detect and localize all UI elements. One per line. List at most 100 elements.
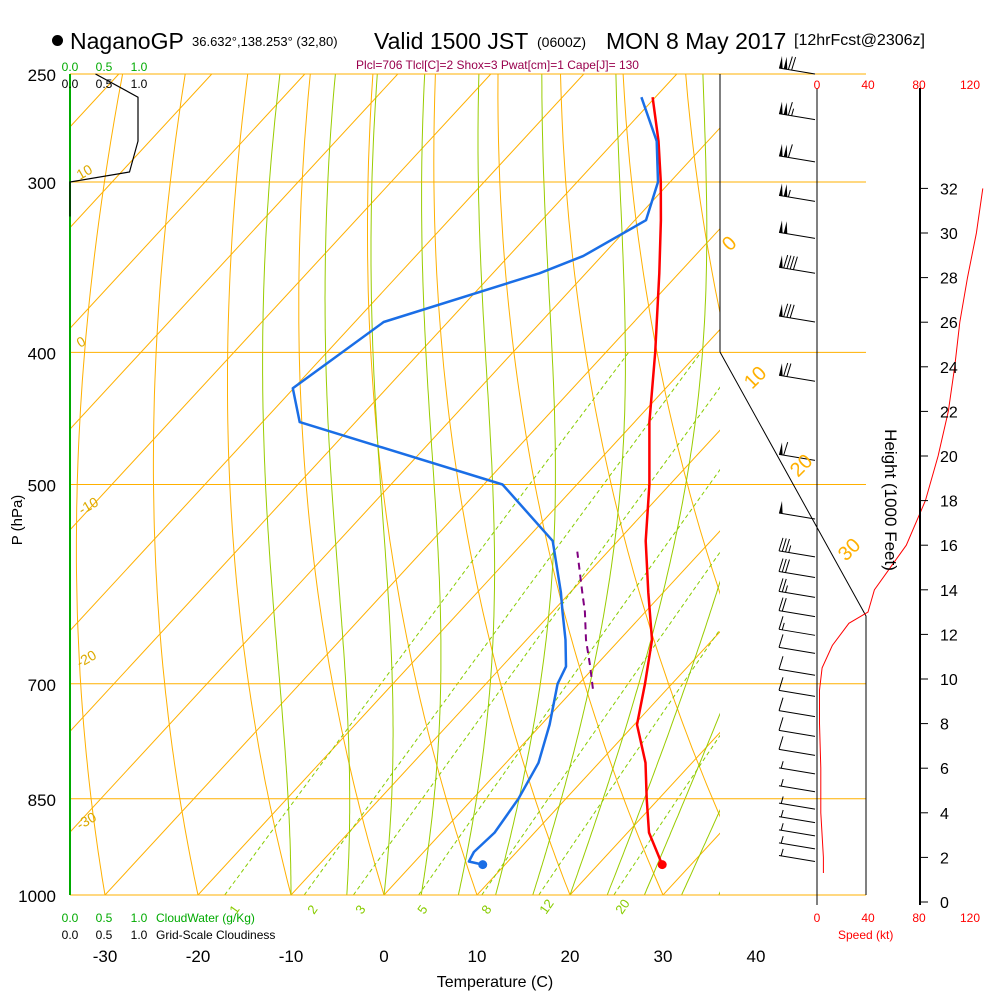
isotherm-line [0,74,26,895]
sounding-indices: Plcl=706 Tlcl[C]=2 Shox=3 Pwat[cm]=1 Cap… [356,58,639,72]
height-tick-label: 26 [940,315,958,332]
dewpoint-line [291,96,660,866]
chart-header: NaganoGP 36.632°,138.253° (32,80) Valid … [0,0,1000,60]
valid-time: Valid 1500 JST [374,28,529,54]
speed-scale-label: 120 [960,78,980,92]
wind-barb [778,677,816,697]
moist-adiabat-line [681,808,720,895]
y-tick-label: 850 [28,791,56,810]
station-coords: 36.632°,138.253° (32,80) [192,34,338,49]
height-tick-label: 30 [940,226,958,243]
isotherm-line [383,530,720,895]
mixing-ratio-label: 2 [304,902,320,917]
speed-scale-label: 0 [814,911,821,925]
mixing-ratio-line [613,734,720,895]
wind-barb [778,634,816,654]
mixing-ratio-line [352,386,720,895]
cloudiness-scale-label: 1.0 [131,928,148,942]
y-tick-label: 1000 [18,887,56,906]
x-axis-label: Temperature (C) [437,974,553,991]
moist-adiabat-line [569,74,708,895]
surface-dewpoint-point [478,860,488,870]
dry-adiabat-line [622,74,720,595]
speed-scale-label: 80 [912,911,926,925]
wind-barb [778,254,816,274]
mixing-ratio-label: 5 [414,902,430,917]
height-axis-label: Height (1000 Feet) [881,429,900,571]
mixing-ratio-line [481,551,720,895]
height-tick-label: 8 [940,717,949,734]
height-tick-label: 4 [940,806,949,823]
wind-barb [778,101,816,121]
isotherm-label: 10 [740,362,771,393]
station-dot-icon [52,35,63,46]
temperature-line [635,97,664,866]
mixing-ratio-label: 3 [352,902,368,917]
wind-barb [778,56,816,75]
cloudiness-scale-label: 0.5 [96,77,113,91]
cloudiness-line [69,73,139,217]
moist-adiabat-line [420,74,442,895]
mixing-ratio-line [303,352,702,895]
mixing-ratio-line [538,628,720,895]
y-tick-label: 300 [28,174,56,193]
forecast-info: [12hrFcst@2306z] [794,32,925,49]
y-tick-label: 500 [28,477,56,496]
moist-adiabat-line [643,712,720,895]
height-tick-label: 20 [940,449,958,466]
valid-time-utc: (0600Z) [537,34,587,50]
height-tick-label: 0 [940,895,949,912]
height-tick-label: 14 [940,583,958,600]
wind-barb [778,558,816,578]
y-tick-label: 700 [28,676,56,695]
wind-barb [778,809,816,824]
wind-barb [778,736,816,756]
wind-barb [778,183,816,202]
height-tick-label: 16 [940,538,958,555]
tropopause-frame-line [719,351,867,895]
y-tick-label: 400 [28,344,56,363]
x-tick-label: 40 [747,947,766,966]
wind-barb [778,656,816,676]
height-tick-label: 12 [940,627,958,644]
dry-adiabat-line [497,74,664,895]
wind-barb [778,848,816,862]
dry-adiabat-label: -10 [76,494,102,518]
wind-barb [778,616,816,636]
dry-adiabat-line [367,74,478,895]
speed-scale-label: 40 [861,911,875,925]
wind-barb [778,501,816,520]
height-tick-label: 6 [940,761,949,778]
dry-adiabat-line [75,74,124,895]
y-axis-label: P (hPa) [9,495,26,546]
isotherm-label: 0 [718,232,741,255]
dry-adiabat-line [152,74,199,895]
isotherm-line [70,74,213,229]
wind-barb [778,717,816,737]
moist-adiabat-line [606,580,720,895]
cloudwater-label: CloudWater (g/Kg) [156,911,255,925]
wind-barb [778,796,816,810]
isotherm-line [849,74,1000,895]
wind-barb [778,778,816,793]
height-tick-label: 10 [940,672,958,689]
wind-barb [778,761,816,775]
x-tick-label: -10 [279,947,304,966]
isotherm-label: 30 [834,534,865,565]
speed-scale-label: 40 [861,78,875,92]
moist-adiabat-line [532,74,626,895]
dry-adiabat-line [227,74,292,895]
wind-barb [778,362,816,382]
mixing-ratio-label: 20 [612,896,633,916]
parcel-line [576,551,594,689]
wind-barb [778,537,816,558]
wind-speed-line [819,188,984,873]
cloudwater-scale-label: 0.5 [96,60,113,74]
cloudwater-scale-label: 1.0 [131,911,148,925]
x-tick-label: -30 [93,947,118,966]
x-tick-label: 10 [468,947,487,966]
surface-temperature-point [657,860,667,870]
x-tick-label: 20 [561,947,580,966]
moist-adiabat-line [495,74,556,895]
